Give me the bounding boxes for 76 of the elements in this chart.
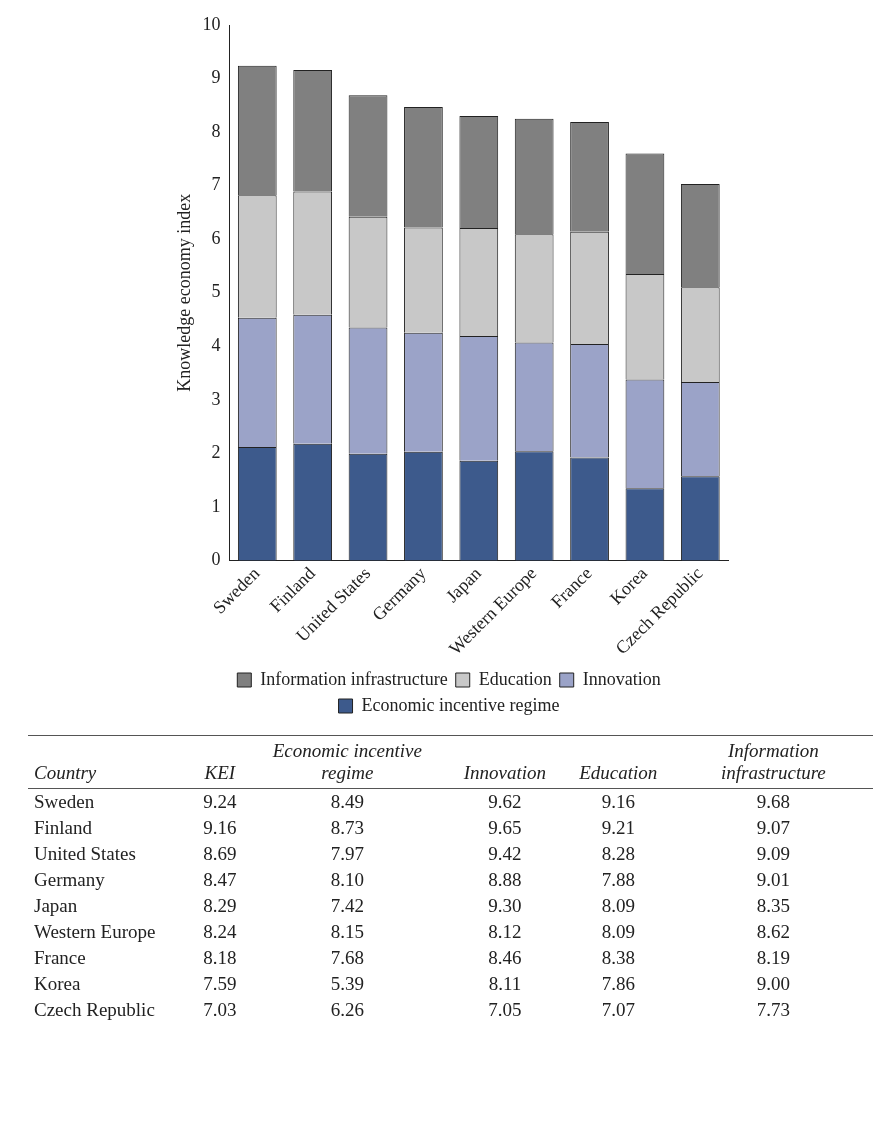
data-label: 9.09 bbox=[755, 842, 791, 866]
category-label: Czech Republic bbox=[33, 998, 156, 1022]
y-tick-label: 3 bbox=[211, 388, 221, 409]
legend-label: Innovation bbox=[582, 668, 661, 689]
data-label: 9.62 bbox=[487, 790, 523, 814]
data-label: 9.16 bbox=[202, 816, 238, 840]
data-label: 6.26 bbox=[329, 998, 365, 1022]
legend-label: Information infrastructure bbox=[260, 668, 448, 689]
data-label: 9.21 bbox=[600, 816, 636, 840]
data-label: 8.15 bbox=[329, 920, 365, 944]
text: Information infrastructure bbox=[673, 735, 873, 789]
data-label: 8.09 bbox=[600, 920, 636, 944]
y-tick-label: 4 bbox=[211, 334, 221, 355]
data-label: 9.65 bbox=[487, 816, 523, 840]
data-label: 8.35 bbox=[755, 894, 791, 918]
data-label: 5.39 bbox=[329, 972, 365, 996]
data-label: 9.00 bbox=[755, 972, 791, 996]
data-label: 9.01 bbox=[755, 868, 791, 892]
data-label: 8.49 bbox=[329, 790, 365, 814]
data-label: 8.12 bbox=[487, 920, 523, 944]
text: Innovation bbox=[446, 735, 563, 789]
y-tick-label: 2 bbox=[211, 442, 221, 463]
data-label: 8.47 bbox=[202, 868, 238, 892]
data-label: 8.18 bbox=[202, 946, 238, 970]
category-label: Finland bbox=[33, 816, 94, 840]
category-label: France bbox=[33, 946, 87, 970]
category-label: Germany bbox=[33, 868, 106, 892]
data-label: 8.11 bbox=[487, 972, 523, 996]
y-tick-label: 0 bbox=[211, 549, 221, 570]
y-tick-label: 10 bbox=[202, 13, 221, 34]
data-label: 7.59 bbox=[202, 972, 238, 996]
data-label: 7.03 bbox=[202, 998, 238, 1022]
data-label: 8.24 bbox=[202, 920, 238, 944]
text: KEI bbox=[192, 735, 248, 789]
legend-label: Economic incentive regime bbox=[361, 694, 560, 715]
data-label: 8.38 bbox=[600, 946, 636, 970]
data-label: 8.10 bbox=[329, 868, 365, 892]
data-label: 8.69 bbox=[202, 842, 238, 866]
category-label: United States bbox=[33, 842, 137, 866]
data-label: 8.46 bbox=[487, 946, 523, 970]
category-label: Sweden bbox=[33, 790, 96, 814]
text: Economic incentive regime bbox=[247, 735, 447, 789]
y-tick-label: 6 bbox=[211, 227, 221, 248]
data-label: 9.07 bbox=[755, 816, 791, 840]
data-label: 9.24 bbox=[202, 790, 238, 814]
data-label: 7.97 bbox=[329, 842, 365, 866]
data-label: 9.30 bbox=[487, 894, 523, 918]
data-label: 7.68 bbox=[329, 946, 365, 970]
category-label: Japan bbox=[33, 894, 79, 918]
y-axis-title: Knowledge economy index bbox=[173, 193, 194, 392]
y-tick-label: 1 bbox=[211, 495, 221, 516]
data-label: 8.29 bbox=[202, 894, 238, 918]
data-label: 8.09 bbox=[600, 894, 636, 918]
y-tick-label: 7 bbox=[211, 174, 221, 195]
data-label: 9.42 bbox=[487, 842, 523, 866]
data-label: 8.28 bbox=[600, 842, 636, 866]
data-label: 7.86 bbox=[600, 972, 636, 996]
y-tick-label: 5 bbox=[211, 281, 221, 302]
data-label: 8.62 bbox=[755, 920, 791, 944]
data-label: 8.88 bbox=[487, 868, 523, 892]
data-label: 8.73 bbox=[329, 816, 365, 840]
data-label: 7.42 bbox=[329, 894, 365, 918]
category-label: Western Europe bbox=[33, 920, 157, 944]
data-label: 9.16 bbox=[600, 790, 636, 814]
data-label: 7.73 bbox=[755, 998, 791, 1022]
category-label: Korea bbox=[33, 972, 82, 996]
data-label: 7.05 bbox=[487, 998, 523, 1022]
y-tick-label: 8 bbox=[211, 120, 221, 141]
text: Education bbox=[562, 735, 674, 789]
data-label: 8.19 bbox=[755, 946, 791, 970]
data-label: 7.07 bbox=[600, 998, 636, 1022]
data-label: 9.68 bbox=[755, 790, 791, 814]
y-tick-label: 9 bbox=[211, 67, 221, 88]
text: Country bbox=[28, 735, 193, 789]
legend-label: Education bbox=[478, 668, 552, 689]
data-label: 7.88 bbox=[600, 868, 636, 892]
